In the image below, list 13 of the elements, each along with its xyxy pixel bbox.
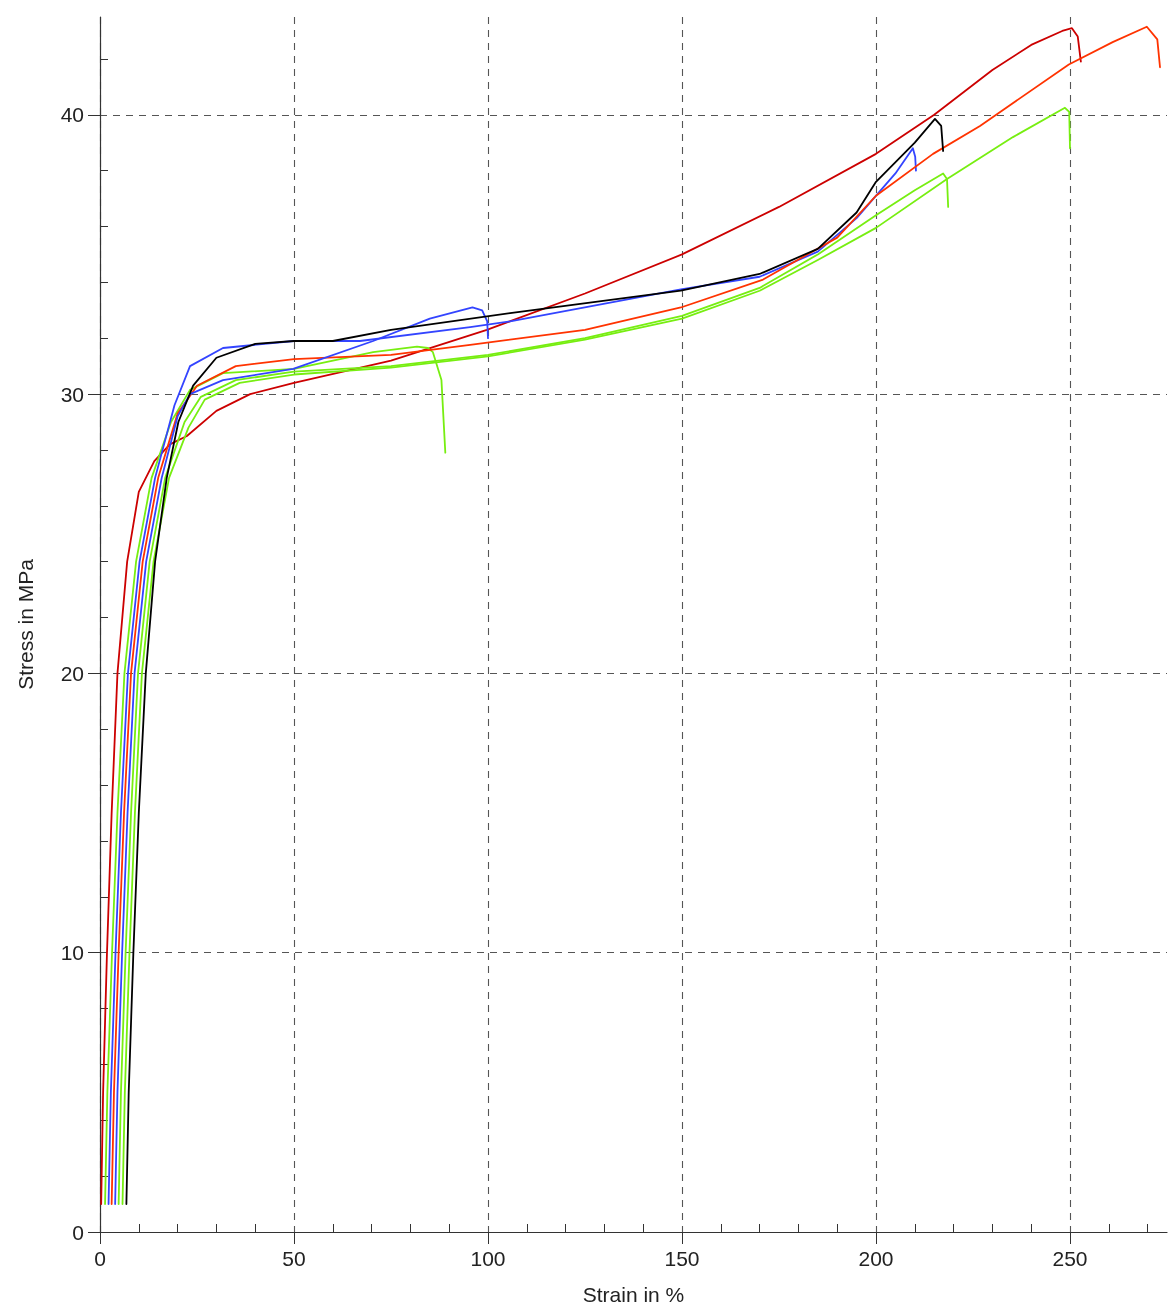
y-tick-label: 0 [72, 1220, 84, 1244]
x-tick-label: 200 [858, 1247, 894, 1270]
y-tick-label: 20 [60, 661, 84, 685]
x-tick-label: 250 [1052, 1247, 1088, 1270]
y-tick-label: 10 [60, 941, 84, 965]
x-axis-title: Strain in % [582, 1283, 685, 1306]
x-tick-label: 0 [94, 1247, 106, 1270]
x-tick-label: 100 [470, 1247, 506, 1270]
x-tick-label: 50 [282, 1247, 306, 1270]
x-tick-label: 150 [664, 1247, 700, 1270]
y-axis-title: Stress in MPa [14, 558, 37, 690]
y-tick-label: 40 [60, 103, 84, 127]
y-tick-label: 30 [60, 382, 84, 406]
